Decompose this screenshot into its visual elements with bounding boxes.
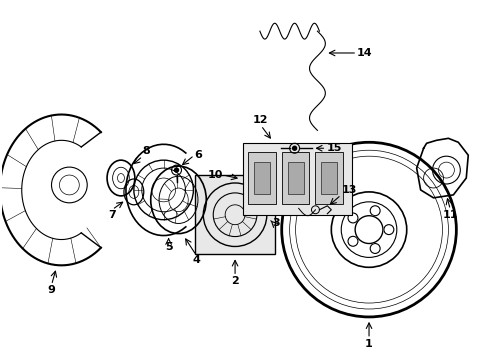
Text: 15: 15 <box>325 143 341 153</box>
Bar <box>281 152 309 204</box>
Text: 9: 9 <box>47 285 55 295</box>
Circle shape <box>174 168 178 172</box>
Text: 11: 11 <box>442 210 457 220</box>
Bar <box>253 162 269 194</box>
Bar <box>195 175 274 255</box>
Circle shape <box>292 146 296 150</box>
Text: 4: 4 <box>192 255 200 265</box>
Text: 7: 7 <box>108 210 116 220</box>
Bar <box>287 162 303 194</box>
Text: 3: 3 <box>272 218 280 228</box>
Bar <box>243 143 351 215</box>
Text: 8: 8 <box>142 146 150 156</box>
Text: 10: 10 <box>207 170 223 180</box>
Text: 6: 6 <box>194 150 202 160</box>
Circle shape <box>354 216 382 243</box>
Text: 1: 1 <box>365 339 372 349</box>
Text: 14: 14 <box>356 48 372 58</box>
Bar <box>315 152 343 204</box>
Bar <box>321 162 337 194</box>
Text: 12: 12 <box>253 116 268 125</box>
Bar <box>247 152 275 204</box>
Text: 2: 2 <box>231 276 239 286</box>
Text: 5: 5 <box>164 242 172 252</box>
Text: 13: 13 <box>341 185 356 195</box>
